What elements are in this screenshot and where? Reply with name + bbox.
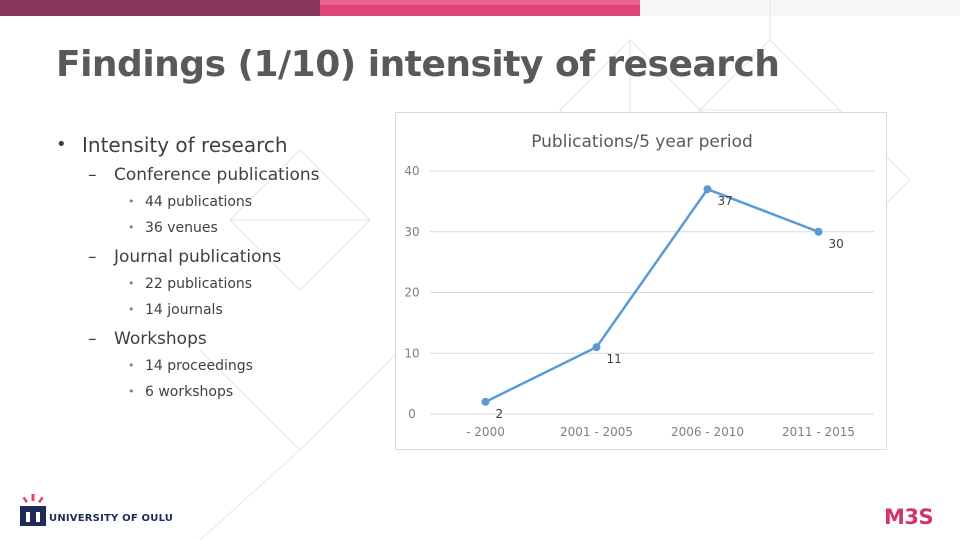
bullet-journal-label: Journal publications	[114, 247, 282, 267]
chart-data-point	[814, 227, 823, 236]
chart-data-label: 37	[718, 194, 733, 208]
list-item: 14 journals	[56, 297, 386, 323]
chart-container: Publications/5 year period 0 10 20 30 40 - 2…	[395, 112, 887, 450]
bullet-journal: Journal publications	[56, 245, 386, 269]
bullet-workshops-label: Workshops	[114, 329, 207, 349]
chart-x-axis: - 2000 2001 - 2005 2006 - 2010 2011 - 2015	[466, 425, 855, 439]
top-bar-light-segment	[640, 0, 960, 16]
chart-data-point	[703, 185, 712, 194]
list-item: 14 proceedings	[56, 353, 386, 379]
chart-data-label: 11	[607, 352, 622, 366]
journal-details: 22 publications 14 journals	[56, 271, 386, 323]
m3s-logo: M3S	[884, 505, 934, 529]
line-chart: Publications/5 year period 0 10 20 30 40 - 2…	[404, 132, 874, 439]
chart-series	[484, 187, 819, 403]
bullet-intensity-label: Intensity of research	[82, 133, 288, 157]
bullet-workshops: Workshops	[56, 327, 386, 351]
chart-data-label: 2	[496, 407, 504, 421]
journal-detail-list: 22 publications 14 journals	[56, 271, 386, 323]
list-item: 36 venues	[56, 215, 386, 241]
top-color-bar	[0, 0, 960, 16]
slide-title: Findings (1/10) intensity of research	[56, 44, 780, 85]
chart-points	[481, 185, 823, 406]
university-name: UNIVERSITY OF OULU	[49, 513, 174, 524]
bullet-conference: Conference publications	[56, 163, 386, 187]
chart-title: Publications/5 year period	[531, 132, 753, 152]
y-tick-label: 0	[408, 407, 416, 421]
sub-bullet-list: Conference publications 44 publications …	[56, 163, 386, 405]
chart-data-point	[592, 343, 601, 352]
chart-gridlines	[430, 170, 874, 415]
top-bar-pink-segment	[320, 0, 640, 16]
conference-details: 44 publications 36 venues	[56, 189, 386, 241]
workshop-details: 14 proceedings 6 workshops	[56, 353, 386, 405]
workshop-detail-list: 14 proceedings 6 workshops	[56, 353, 386, 405]
y-tick-label: 10	[404, 346, 419, 360]
chart-data-labels: 2 11 37 30	[496, 194, 844, 421]
list-item: 44 publications	[56, 189, 386, 215]
x-tick-label: 2011 - 2015	[782, 425, 855, 439]
bullet-list: Intensity of research Conference publica…	[56, 131, 386, 405]
bullet-conference-label: Conference publications	[114, 165, 320, 185]
chart-series-line	[484, 187, 819, 403]
chart-data-label: 30	[829, 237, 844, 251]
chart-y-axis: 0 10 20 30 40	[404, 164, 419, 421]
x-tick-label: 2001 - 2005	[560, 425, 633, 439]
top-bar-dark-segment	[0, 0, 320, 16]
university-logo: UNIVERSITY OF OULU	[19, 494, 179, 528]
y-tick-label: 30	[404, 225, 419, 239]
conference-detail-list: 44 publications 36 venues	[56, 189, 386, 241]
y-tick-label: 40	[404, 164, 419, 178]
bullet-intensity: Intensity of research	[56, 131, 386, 159]
chart-data-point	[481, 397, 490, 406]
list-item: 22 publications	[56, 271, 386, 297]
x-tick-label: - 2000	[466, 425, 505, 439]
list-item: 6 workshops	[56, 379, 386, 405]
x-tick-label: 2006 - 2010	[671, 425, 744, 439]
sub-bullets: Conference publications 44 publications …	[56, 163, 386, 405]
university-emblem-icon	[20, 494, 46, 526]
y-tick-label: 20	[404, 286, 419, 300]
